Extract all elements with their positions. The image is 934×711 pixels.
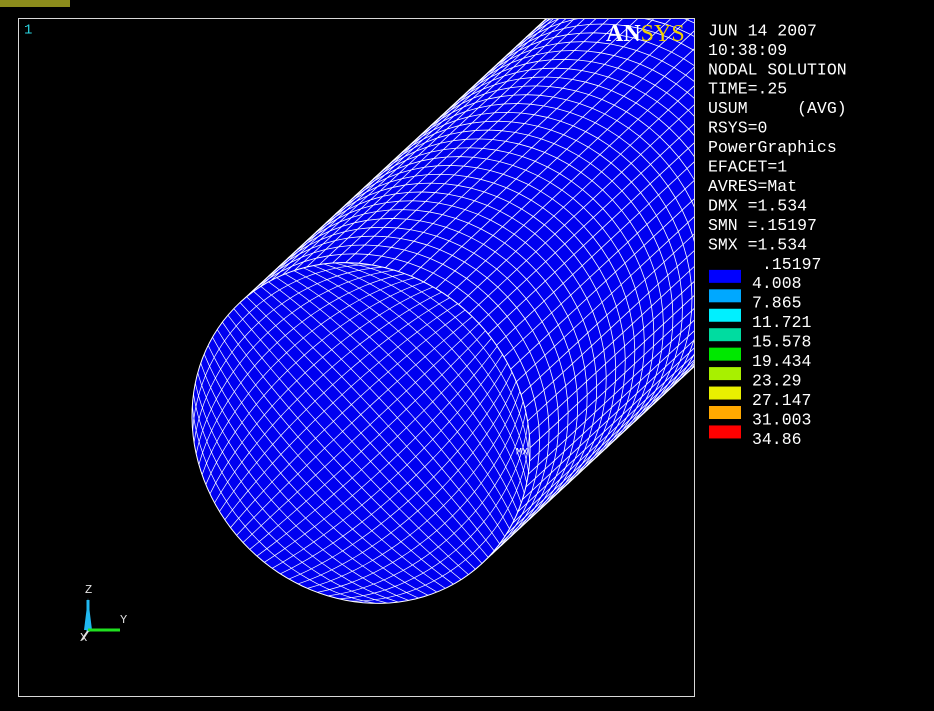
- logo-right: SYS: [641, 21, 685, 47]
- legend-swatch: [709, 387, 741, 400]
- ansys-window: MX 1 ANSYS JUN 14 200710:38:09NODAL SOLU…: [0, 0, 934, 711]
- y-label: Y: [120, 613, 127, 627]
- info-line: 10:38:09: [708, 41, 787, 60]
- info-line: AVRES=Mat: [708, 177, 797, 196]
- legend-label: 34.86: [752, 430, 802, 449]
- legend-label: 11.721: [752, 313, 812, 332]
- info-line: SMN =.15197: [708, 216, 817, 235]
- legend-swatch: [709, 289, 741, 302]
- x-label: X: [80, 631, 87, 645]
- title-strip: [0, 0, 70, 7]
- legend-label: 31.003: [752, 410, 811, 429]
- max-marker: MX: [516, 448, 528, 459]
- legend-swatch: [709, 425, 741, 438]
- legend-label: 27.147: [752, 391, 811, 410]
- logo: ANSYS: [606, 21, 685, 47]
- legend-min-label: .15197: [762, 255, 821, 274]
- info-line: SMX =1.534: [708, 235, 807, 254]
- legend-swatch: [709, 367, 741, 380]
- info-line: TIME=.25: [708, 80, 787, 99]
- legend-label: 15.578: [752, 333, 811, 352]
- page: MX 1 ANSYS JUN 14 200710:38:09NODAL SOLU…: [0, 0, 934, 711]
- info-line: JUN 14 2007: [708, 21, 817, 40]
- legend-label: 23.29: [752, 371, 802, 390]
- info-line: RSYS=0: [708, 119, 767, 138]
- logo-left: AN: [606, 21, 641, 47]
- info-line: PowerGraphics: [708, 138, 837, 157]
- info-line: DMX =1.534: [708, 196, 807, 215]
- window-number: 1: [24, 23, 32, 39]
- legend-label: 19.434: [752, 352, 812, 371]
- legend-swatch: [709, 328, 741, 341]
- z-label: Z: [85, 583, 92, 597]
- legend-swatch: [709, 406, 741, 419]
- legend-swatch: [709, 309, 741, 322]
- legend-swatch: [709, 270, 741, 283]
- legend-label: 4.008: [752, 274, 802, 293]
- info-line: EFACET=1: [708, 158, 787, 177]
- legend-swatch: [709, 348, 741, 361]
- info-line: USUM (AVG): [708, 99, 847, 118]
- legend-label: 7.865: [752, 294, 802, 313]
- info-line: NODAL SOLUTION: [708, 60, 847, 79]
